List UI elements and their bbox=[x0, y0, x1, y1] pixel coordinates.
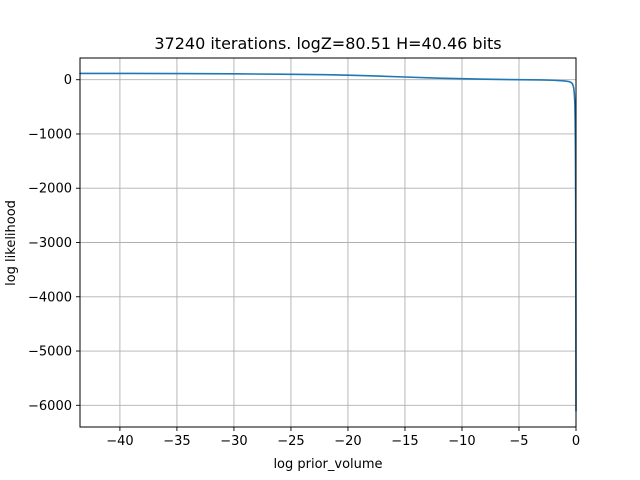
x-tick-label: −35 bbox=[163, 434, 190, 449]
x-tick-label: −20 bbox=[334, 434, 361, 449]
x-axis-label: log prior_volume bbox=[273, 457, 382, 472]
y-axis-label: log likelihood bbox=[4, 200, 19, 286]
x-tick-label: −30 bbox=[220, 434, 247, 449]
x-tick-label: −5 bbox=[509, 434, 528, 449]
y-tick-label: −4000 bbox=[28, 290, 72, 305]
grid bbox=[80, 58, 577, 427]
y-tick-label: −6000 bbox=[28, 399, 72, 414]
y-tick-label: −2000 bbox=[28, 182, 72, 197]
x-tick-label: −40 bbox=[106, 434, 133, 449]
y-tick-label: −3000 bbox=[28, 236, 72, 251]
x-tick-label: 0 bbox=[572, 434, 580, 449]
y-tick-label: −5000 bbox=[28, 345, 72, 360]
series-layer bbox=[79, 72, 577, 412]
x-tick-label: −15 bbox=[391, 434, 418, 449]
x-tick-label: −25 bbox=[277, 434, 304, 449]
y-tick-label: 0 bbox=[64, 73, 72, 88]
chart-title: 37240 iterations. logZ=80.51 H=40.46 bit… bbox=[154, 34, 501, 53]
ticks: −40 −35 −30 −25 −20 −15 −10 −5 0 0 −1000 −2000 −3000… bbox=[28, 73, 580, 449]
x-tick-label: −10 bbox=[448, 434, 475, 449]
y-tick-label: −1000 bbox=[28, 127, 72, 142]
series-line-0 bbox=[79, 72, 577, 412]
